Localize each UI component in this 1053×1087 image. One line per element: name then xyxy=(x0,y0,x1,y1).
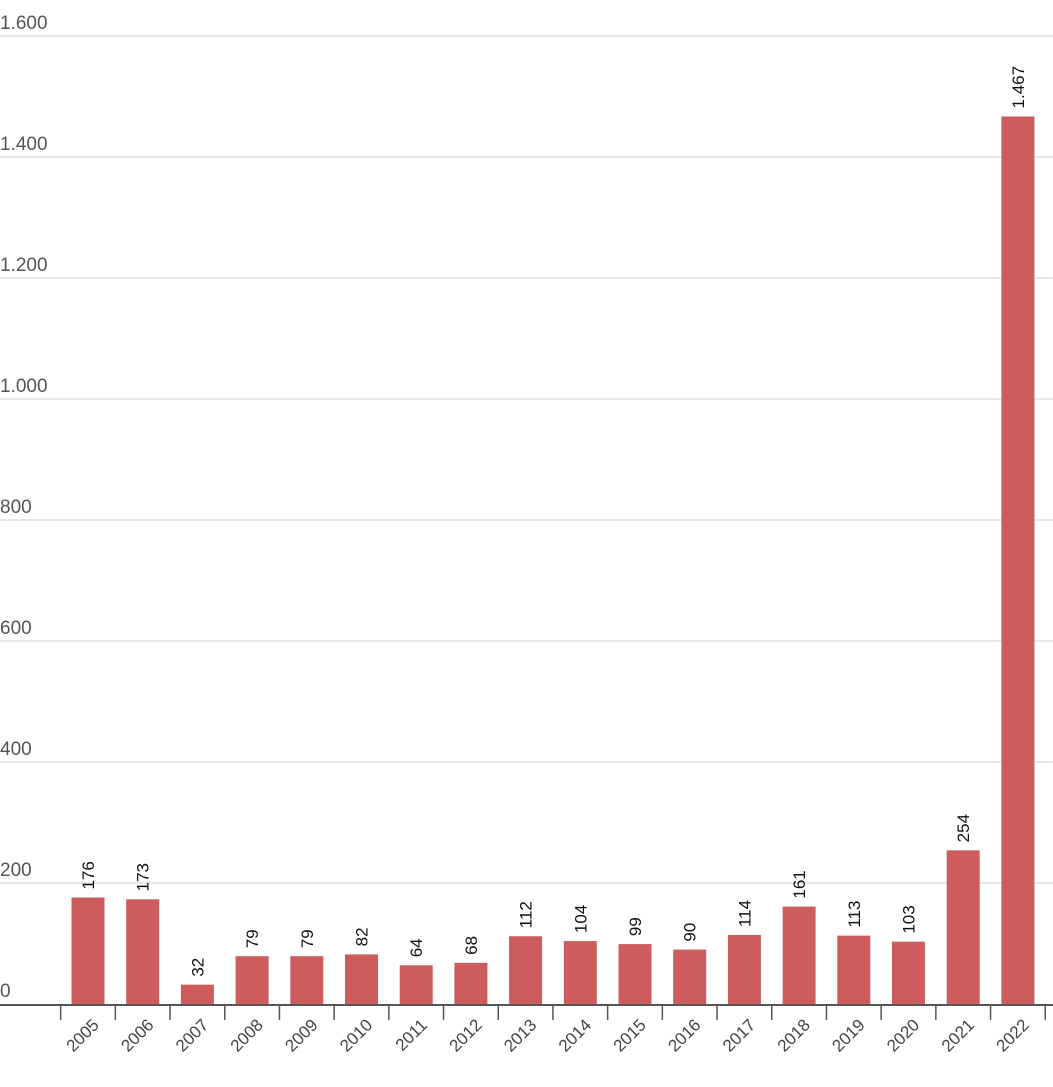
bar-2017 xyxy=(727,935,761,1004)
bar-2012 xyxy=(454,962,488,1004)
x-tick-label: 2011 xyxy=(392,1015,431,1054)
x-axis-ticks: 2005 2006 2007 2008 2009 2010 2011 2012 2013 2014… xyxy=(59,1005,1046,1056)
bar-2020 xyxy=(892,941,925,1004)
bar-2014 xyxy=(563,941,597,1004)
bars xyxy=(71,116,1035,1005)
bar-value-label: 113 xyxy=(845,901,864,928)
bar-2007 xyxy=(180,984,214,1004)
x-tick-label: 2017 xyxy=(719,1015,759,1055)
y-tick-label: 800 xyxy=(0,497,32,518)
bar-2022 xyxy=(1001,116,1035,1005)
y-tick-label: 200 xyxy=(0,860,32,881)
x-tick-label: 2018 xyxy=(774,1015,814,1055)
bar-2011 xyxy=(399,965,433,1004)
bar-value-label: 1.467 xyxy=(1009,66,1028,109)
x-tick-label: 2010 xyxy=(336,1015,376,1055)
x-tick-label: 2021 xyxy=(938,1015,978,1055)
y-tick-label: 1.000 xyxy=(0,376,48,397)
x-tick-label: 2020 xyxy=(883,1015,923,1055)
y-tick-label: 600 xyxy=(0,618,32,639)
bar-2005 xyxy=(71,897,105,1004)
bar-2016 xyxy=(673,949,707,1004)
bar-value-labels: 176 173 32 79 79 82 64 68 112 104 99 90 114 161 113 103… xyxy=(79,66,1028,977)
bar-value-label: 161 xyxy=(790,870,809,898)
x-tick-label: 2022 xyxy=(993,1015,1033,1055)
x-tick-label: 2007 xyxy=(172,1015,212,1055)
bar-value-label: 254 xyxy=(954,814,973,842)
x-tick-label: 2014 xyxy=(555,1015,595,1055)
bar-value-label: 99 xyxy=(626,917,645,936)
bar-value-label: 114 xyxy=(735,900,754,927)
bar-value-label: 103 xyxy=(900,905,919,933)
bar-2018 xyxy=(782,906,816,1004)
bar-2009 xyxy=(290,956,324,1004)
bar-2015 xyxy=(618,944,652,1004)
bar-2021 xyxy=(946,850,980,1004)
bar-2019 xyxy=(837,935,871,1004)
bar-2010 xyxy=(345,954,378,1004)
x-tick-label: 2005 xyxy=(63,1015,103,1055)
bar-value-label: 104 xyxy=(571,905,590,933)
bar-value-label: 79 xyxy=(298,929,317,948)
x-tick-label: 2016 xyxy=(664,1015,704,1055)
y-tick-label: 0 xyxy=(0,981,11,1002)
x-tick-label: 2015 xyxy=(610,1015,650,1055)
bar-value-label: 176 xyxy=(79,861,98,889)
bar-2006 xyxy=(126,899,160,1004)
bar-value-label: 112 xyxy=(517,901,536,928)
bar-value-label: 32 xyxy=(188,958,207,977)
y-tick-label: 1.600 xyxy=(0,13,48,34)
x-tick-label: 2019 xyxy=(828,1015,868,1055)
bar-value-label: 173 xyxy=(134,863,153,891)
x-tick-label: 2006 xyxy=(117,1015,157,1055)
bar-value-label: 90 xyxy=(681,923,700,942)
y-tick-label: 400 xyxy=(0,739,32,760)
bar-2013 xyxy=(509,936,543,1004)
bar-value-label: 68 xyxy=(462,936,481,955)
bar-2008 xyxy=(235,956,269,1004)
gridlines xyxy=(0,35,1053,884)
y-tick-label: 1.200 xyxy=(0,255,48,276)
bar-value-label: 82 xyxy=(353,927,372,946)
y-tick-label: 1.400 xyxy=(0,134,48,155)
bar-value-label: 64 xyxy=(407,938,426,957)
x-tick-label: 2008 xyxy=(227,1015,267,1055)
x-tick-label: 2013 xyxy=(500,1015,540,1055)
y-axis-ticks: 0 200 400 600 800 1.000 1.200 1.400 1.600 xyxy=(0,13,48,1002)
bar-value-label: 79 xyxy=(243,929,262,948)
x-tick-label: 2009 xyxy=(281,1015,321,1055)
x-tick-label: 2012 xyxy=(446,1015,486,1055)
